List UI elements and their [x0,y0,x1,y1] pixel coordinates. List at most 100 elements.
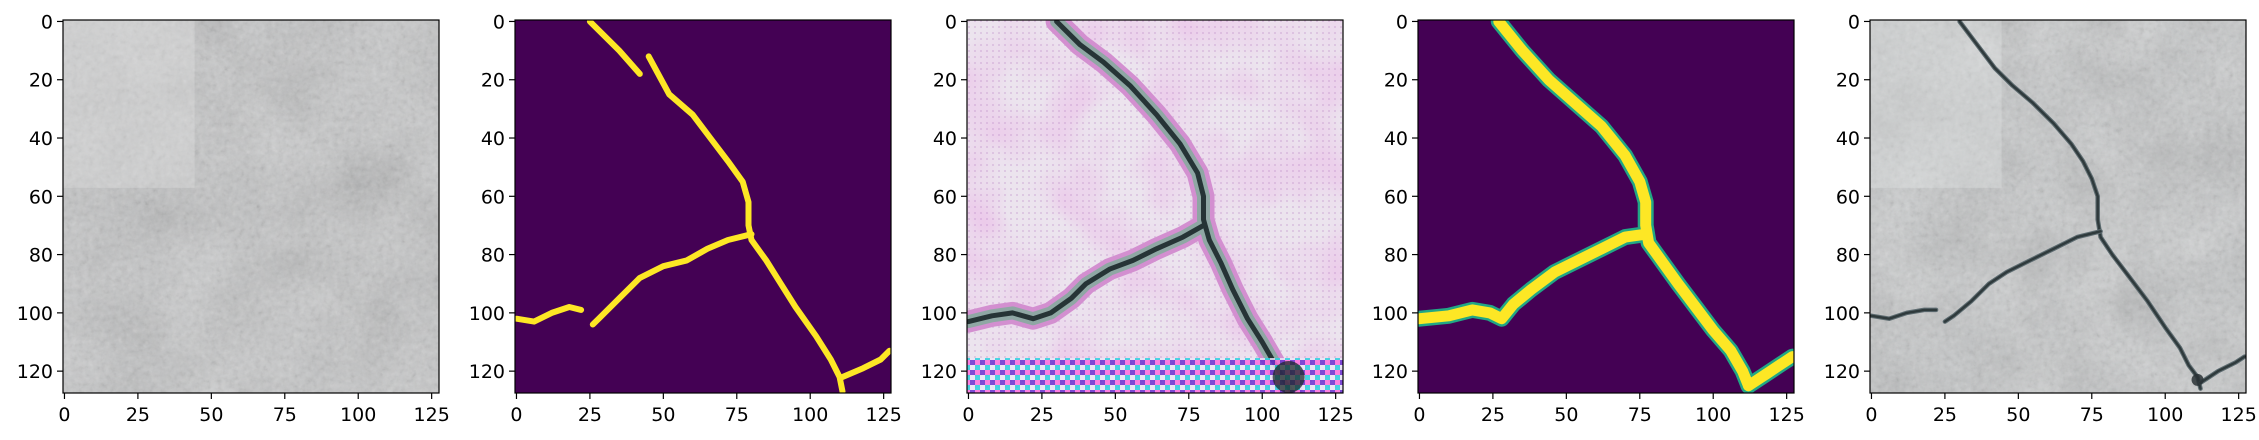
x-tick-label: 125 [414,404,450,426]
y-tick-label: 60 [933,186,957,208]
panel-4: 0 25 50 75 100 125 0 20 40 60 80 100 120 [1372,11,1805,426]
x-tick-label: 75 [273,404,297,426]
x-tick-label: 50 [199,404,223,426]
y-tick-label: 60 [481,186,505,208]
y-tick-label: 20 [1384,70,1408,92]
y-tick-label: 100 [921,303,957,325]
mask-crack-3 [1743,351,1794,392]
texture-highlight [1870,20,2002,188]
x-tick-label: 75 [1177,404,1201,426]
texture-highlight [63,20,195,188]
y-tick-label: 80 [481,245,505,267]
generated-grid-artifact [967,20,1343,393]
y-tick-label: 100 [469,303,505,325]
crack-line-1 [1958,20,2202,390]
panel-5-image [1870,20,2246,393]
x-tick-label: 50 [1103,404,1127,426]
crack-line-4 [2199,355,2246,384]
y-tick-label: 20 [1836,70,1860,92]
x-tick-label: 100 [1695,404,1731,426]
axes-frame-1 [62,19,440,394]
y-tick-label: 80 [933,245,957,267]
crack-line-2 [1943,230,2102,323]
y-tick-label: 40 [933,128,957,150]
texture-fine [63,20,439,393]
y-tick-label: 100 [1824,303,1860,325]
x-tick-label: 125 [1318,404,1354,426]
axes-frame-2 [514,19,892,394]
mask-crack-4 [515,304,585,325]
mask-crack-5 [839,347,891,380]
y-tick-label: 40 [1836,128,1860,150]
panel-5: 0 25 50 75 100 125 0 20 40 60 80 100 120 [1824,11,2257,426]
x-tick-label: 100 [340,404,376,426]
y-tick-label: 20 [933,70,957,92]
x-tick-label: 0 [1413,404,1425,426]
crack-core-2 [967,222,1206,325]
y-tick-label: 0 [945,11,957,33]
x-tick-label: 25 [126,404,150,426]
y-tick-label: 20 [29,70,53,92]
x-tick-label: 75 [725,404,749,426]
y-tick-label: 120 [1824,361,1860,383]
panel-3: 0 25 50 75 100 125 0 20 40 60 80 100 120 [921,11,1354,426]
x-tick-label: 100 [2147,404,2183,426]
y-tick-label: 40 [1384,128,1408,150]
y-tick-label: 120 [1372,361,1408,383]
x-tick-label: 0 [962,404,974,426]
panel-1-image [63,20,439,393]
x-tick-label: 75 [1628,404,1652,426]
x-tick-label: 25 [1030,404,1054,426]
panel-2: 0 25 50 75 100 125 0 20 40 60 80 100 120 [469,11,902,426]
x-tick-label: 50 [2006,404,2030,426]
axes-frame-4 [1417,19,1795,394]
axes-frame-5 [1869,19,2247,394]
panel-1: 0 25 50 75 100 125 0 20 40 60 80 100 120 [17,11,450,426]
crack-core-1 [1054,20,1295,393]
mask-background [1418,20,1794,393]
x-tick-label: 50 [651,404,675,426]
axes-frame-3 [966,19,1344,394]
y-tick-label: 120 [17,361,53,383]
y-tick-label: 40 [29,128,53,150]
y-tick-label: 60 [1384,186,1408,208]
y-tick-label: 80 [1836,245,1860,267]
y-tick-label: 80 [1384,245,1408,267]
y-tick-label: 100 [1372,303,1408,325]
mask-crack-1 [586,20,643,77]
mask-crack-2 [1418,228,1652,325]
y-tick-label: 120 [469,361,505,383]
x-tick-label: 0 [510,404,522,426]
mask-crack-3 [589,231,755,328]
y-tick-label: 20 [481,70,505,92]
x-tick-label: 0 [1865,404,1877,426]
y-tick-label: 0 [41,11,53,33]
y-tick-label: 80 [29,245,53,267]
x-tick-label: 100 [1244,404,1280,426]
panel-4-image [1418,20,1794,393]
x-tick-label: 25 [578,404,602,426]
y-tick-label: 0 [1396,11,1408,33]
y-tick-label: 0 [1848,11,1860,33]
crack-spall [2191,373,2204,386]
x-tick-label: 75 [2080,404,2104,426]
crack-line-3 [1870,308,1938,320]
texture-fine [1870,20,2246,393]
mask-crack-1 [1493,20,1754,392]
x-tick-label: 100 [792,404,828,426]
x-tick-label: 25 [1481,404,1505,426]
y-tick-label: 60 [1836,186,1860,208]
y-tick-label: 0 [493,11,505,33]
y-tick-label: 40 [481,128,505,150]
generated-dark-blob [1272,360,1305,393]
y-tick-label: 100 [17,303,53,325]
panel-2-image [515,20,891,393]
mask-background [515,20,891,393]
x-tick-label: 125 [2221,404,2257,426]
y-tick-label: 120 [921,361,957,383]
y-tick-label: 60 [29,186,53,208]
x-tick-label: 25 [1933,404,1957,426]
x-tick-label: 0 [58,404,70,426]
